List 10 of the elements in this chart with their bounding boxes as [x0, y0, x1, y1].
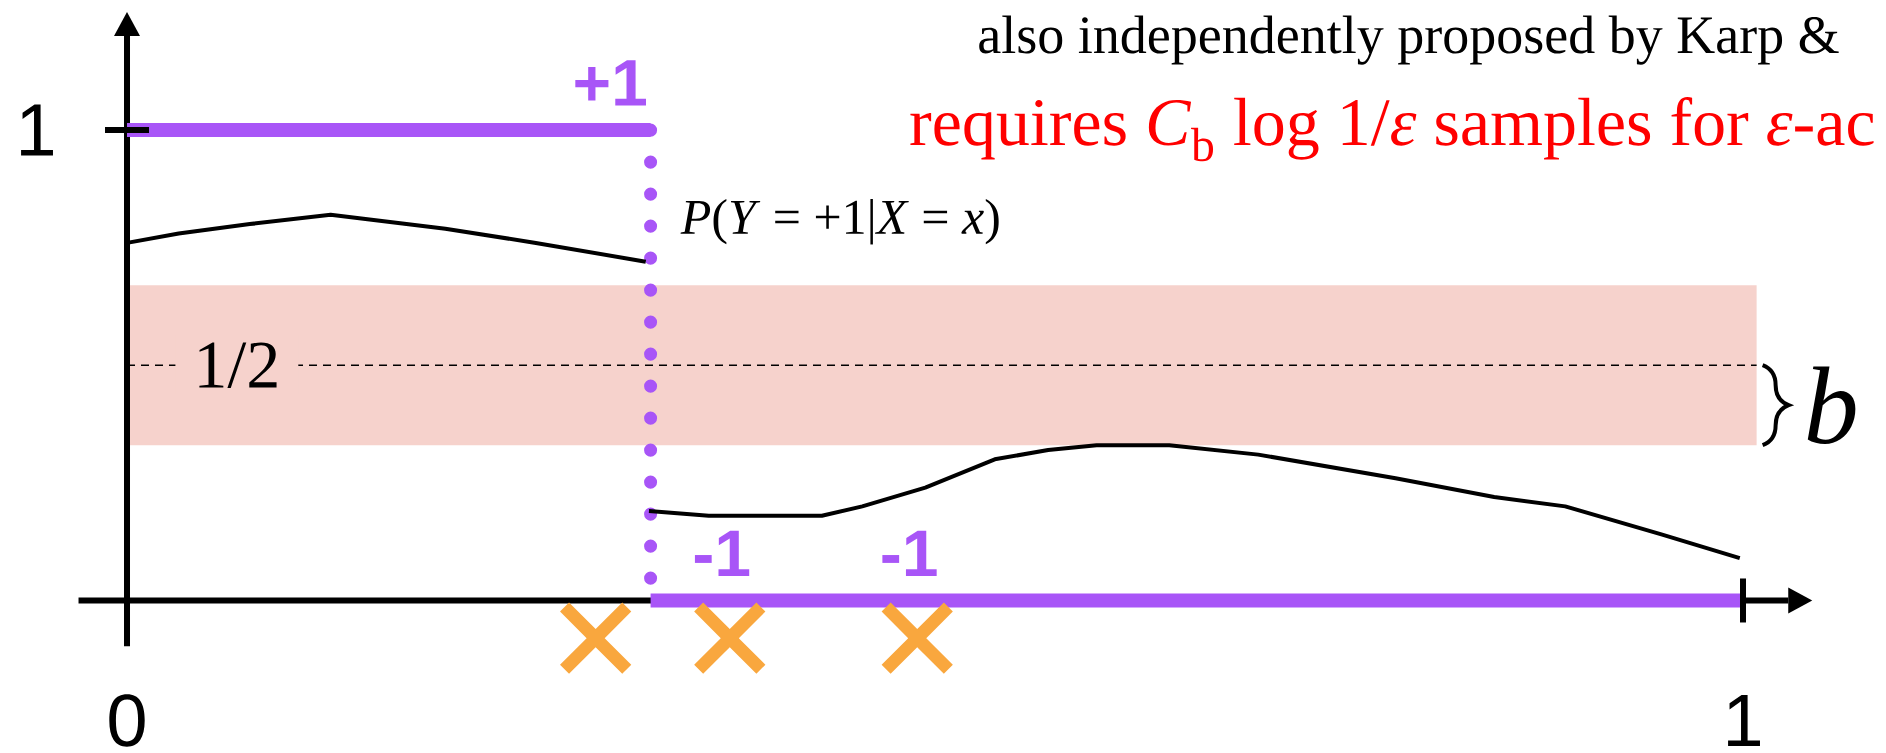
- series-label: P(Y = +1|X = x): [680, 198, 999, 245]
- band-label: b: [1807, 366, 1856, 444]
- annotation: -1: [882, 530, 937, 577]
- text: also independently proposed by Karp &: [979, 15, 1839, 65]
- ref-line-label: 1/2: [199, 342, 277, 389]
- text: 1: [21, 104, 53, 156]
- annotation: -1: [694, 530, 750, 577]
- annotation: requires C$_{b}$ log 1/ε samples for ε-ac: [910, 97, 1874, 162]
- x-tick-label: 0: [109, 694, 145, 747]
- annotation: +1: [575, 60, 646, 106]
